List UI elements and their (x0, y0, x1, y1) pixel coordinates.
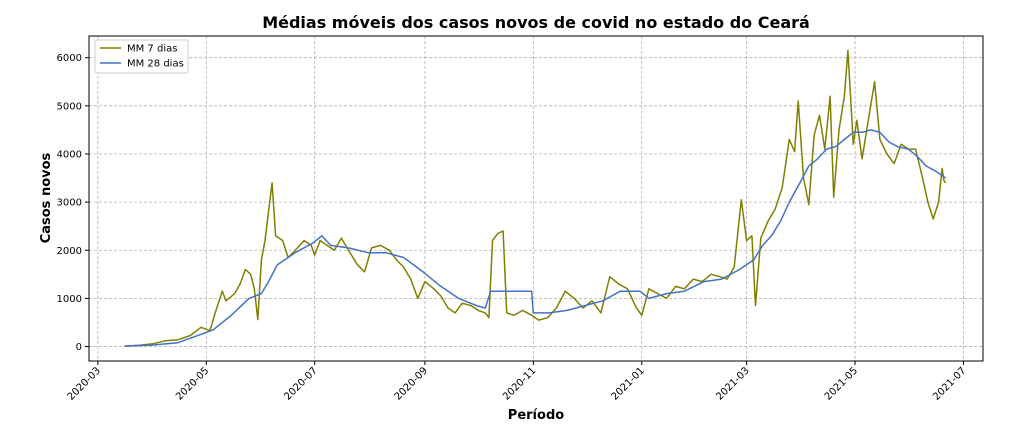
series-line-mm28 (124, 129, 947, 347)
legend-label: MM 28 dias (127, 59, 184, 70)
x-tick-label: 2021-01 (610, 365, 647, 402)
x-tick-label: 2021-07 (931, 365, 968, 402)
y-tick-label: 2000 (57, 246, 82, 257)
series-line-mm7 (124, 49, 947, 347)
x-tick-label: 2020-09 (393, 365, 430, 402)
y-tick-label: 6000 (57, 53, 82, 64)
x-tick-label: 2021-05 (823, 365, 860, 402)
legend: MM 7 dias MM 28 dias (94, 39, 189, 74)
plot-area (88, 35, 984, 362)
x-axis-title: Período (508, 408, 564, 423)
x-tick-label: 2020-07 (283, 365, 320, 402)
y-tick-label: 5000 (57, 101, 82, 112)
grid (89, 36, 983, 361)
series-group (124, 49, 947, 347)
chart-title: Médias móveis dos casos novos de covid n… (262, 13, 810, 32)
y-tick-label: 1000 (57, 294, 82, 305)
y-axis-title: Casos novos (39, 152, 54, 243)
x-axis: 2020-03 2020-05 2020-07 2020-09 2020-11 2021-… (66, 361, 969, 403)
x-tick-label: 2020-03 (66, 365, 103, 402)
legend-label: MM 7 dias (127, 44, 177, 55)
y-axis: 0 1000 2000 3000 4000 5000 6000 (57, 53, 89, 353)
y-tick-label: 4000 (57, 149, 82, 160)
x-tick-label: 2020-05 (174, 365, 211, 402)
y-tick-label: 3000 (57, 198, 82, 209)
y-tick-label: 0 (76, 342, 82, 353)
x-tick-label: 2021-03 (714, 365, 751, 402)
x-tick-label: 2020-11 (501, 365, 538, 402)
